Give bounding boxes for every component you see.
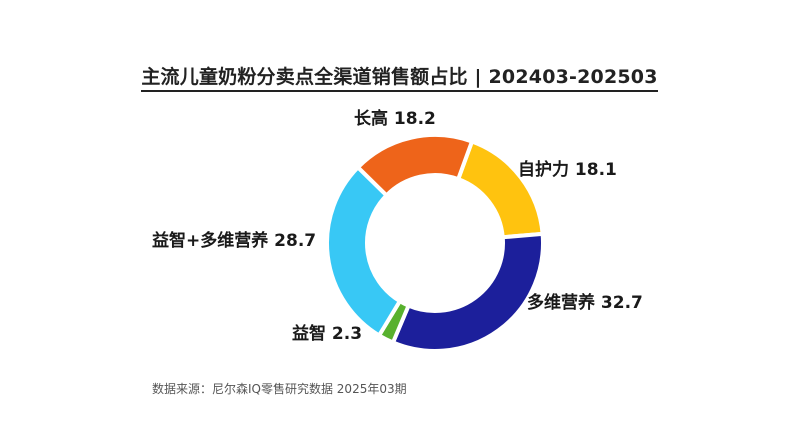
slice-label-5: 长高 18.2 <box>354 108 436 129</box>
slice-label-2: 多维营养 32.7 <box>527 292 643 313</box>
donut-slice-4 <box>325 165 402 338</box>
donut-slice-2 <box>391 231 545 353</box>
donut-labels: 自护力 18.1 多维营养 32.7 益智 2.3 益智+多维营养 28.7 长高 18… <box>152 108 643 344</box>
chart-title: 主流儿童奶粉分卖点全渠道销售额占比 | 202403-202503 <box>0 62 799 92</box>
slice-label-1: 自护力 18.1 <box>518 159 617 180</box>
slice-label-4: 益智+多维营养 28.7 <box>152 230 316 251</box>
chart-title-text: 主流儿童奶粉分卖点全渠道销售额占比 | 202403-202503 <box>141 66 658 92</box>
donut-slices <box>325 133 545 353</box>
donut-slice-1 <box>456 139 545 240</box>
data-source: 数据来源：尼尔森IQ零售研究数据 2025年03期 <box>152 382 407 396</box>
slice-label-3: 益智 2.3 <box>292 323 362 344</box>
donut-slice-5 <box>355 133 474 198</box>
